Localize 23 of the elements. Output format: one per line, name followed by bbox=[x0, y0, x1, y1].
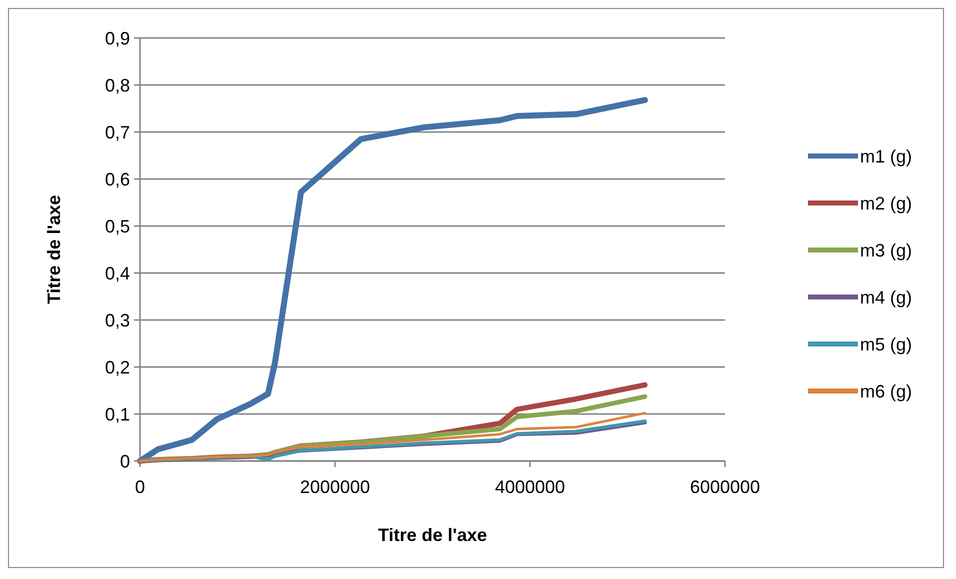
y-tick-label: 0,9 bbox=[104, 28, 130, 48]
y-tick-label: 0,6 bbox=[104, 169, 130, 190]
x-axis-title: Titre de l'axe bbox=[378, 525, 488, 545]
x-tick-label: 6000000 bbox=[690, 477, 760, 497]
y-tick-label: 0,5 bbox=[104, 216, 130, 236]
line-series bbox=[138, 412, 646, 462]
legend-label: m4 (g) bbox=[860, 287, 912, 308]
x-tick-label: 2000000 bbox=[300, 477, 370, 497]
x-tick-label: 4000000 bbox=[494, 477, 566, 497]
legend-label: m6 (g) bbox=[860, 381, 912, 402]
legend-label: m1 (g) bbox=[860, 146, 912, 166]
y-tick-label: 0,7 bbox=[104, 122, 130, 142]
y-tick-label: 0,8 bbox=[104, 75, 130, 96]
legend-label: m5 (g) bbox=[860, 334, 912, 354]
y-tick-label: 0,4 bbox=[104, 263, 130, 284]
legend-label: m3 (g) bbox=[860, 240, 912, 260]
y-axis-title: Titre de l'axe bbox=[44, 194, 64, 304]
x-tick-label: 0 bbox=[134, 477, 146, 497]
y-tick-label: 0 bbox=[120, 451, 130, 472]
y-tick-label: 0,1 bbox=[104, 404, 130, 424]
legend-label: m2 (g) bbox=[860, 193, 912, 214]
y-tick-label: 0,2 bbox=[104, 357, 130, 378]
y-tick-label: 0,3 bbox=[104, 310, 130, 330]
